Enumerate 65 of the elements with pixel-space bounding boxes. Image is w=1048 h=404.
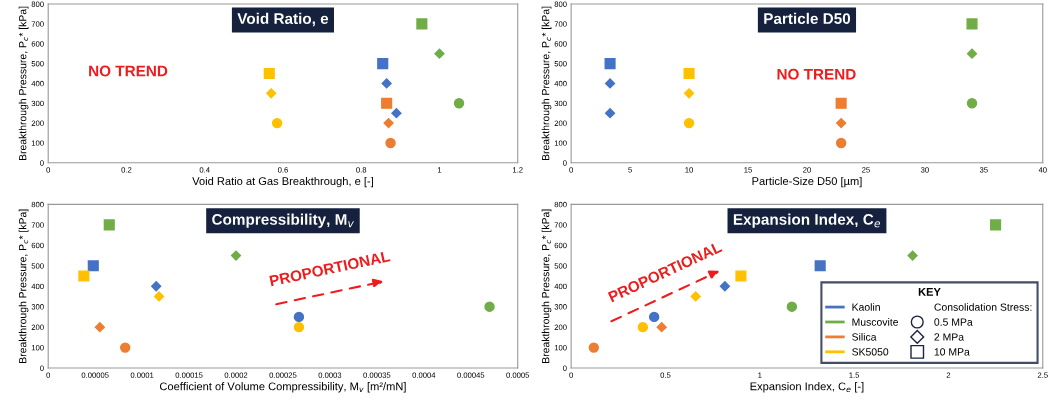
point: [271, 117, 283, 129]
point: [103, 219, 115, 231]
point: [835, 137, 847, 149]
y-axis-title: Breakthrough Pressure, P$_{c}$* [kPa]: [541, 6, 552, 161]
legend-label: Kaolin: [852, 303, 880, 311]
point: [786, 301, 798, 312]
text: Expansion Index, C$_{e}$: [733, 213, 881, 228]
point: [416, 18, 428, 30]
point: [907, 250, 918, 261]
text: Consolidation Stress:: [934, 303, 1032, 311]
point: [604, 78, 616, 89]
text: Compressibility, M$_{v}$: [212, 213, 354, 228]
point: [119, 342, 131, 353]
point: [381, 78, 392, 89]
point: [683, 88, 695, 99]
point: [383, 118, 394, 129]
point: [293, 311, 305, 323]
chart-title: Particle D50: [764, 12, 851, 25]
point: [683, 67, 695, 80]
y-axis-title: Breakthrough Pressure, P$_{c}$* [kPa]: [541, 209, 552, 363]
point: [836, 118, 847, 129]
point: [293, 321, 305, 333]
text: Void Ratio, e: [237, 12, 329, 27]
legend-label: 0.5 MPa: [934, 318, 973, 326]
legend-title: KEY: [918, 288, 941, 296]
point: [377, 58, 389, 70]
point: [648, 311, 660, 323]
point: [94, 322, 105, 333]
point: [484, 301, 495, 312]
point: [604, 108, 616, 119]
x-axis-title: Expansion Index, C$_{e}$ [-]: [750, 382, 864, 393]
annotation: NO TREND: [89, 65, 168, 77]
point: [656, 322, 667, 333]
point: [263, 67, 275, 80]
y-axis-title: Breakthrough Pressure, P$_{c}$* [kPa]: [18, 6, 29, 161]
point: [683, 117, 695, 129]
point: [966, 18, 978, 30]
x-axis-title: Coefficient of Volume Compressibility, M$_{v}$ [m²/mN]: [159, 382, 406, 393]
point: [87, 260, 99, 272]
point: [453, 98, 465, 109]
point: [434, 48, 445, 59]
point: [266, 88, 277, 99]
legend-label: Silica: [852, 333, 877, 341]
legend-label: 2 MPa: [934, 333, 965, 341]
annotation: NO TREND: [777, 68, 856, 80]
point: [990, 219, 1002, 231]
point: [966, 98, 978, 109]
x-axis-title: Particle-Size D50 [µm]: [752, 176, 862, 188]
point: [391, 108, 402, 119]
point: [835, 97, 847, 109]
legend-label: Muscovite: [852, 318, 899, 326]
point: [637, 321, 649, 333]
point: [151, 281, 162, 292]
legend-label: 10 MPa: [934, 348, 970, 356]
point: [385, 137, 396, 149]
y-axis-title: Breakthrough Pressure, P$_{c}$* [kPa]: [18, 209, 29, 363]
point: [588, 342, 600, 353]
point: [78, 270, 90, 282]
legend-label: SK5050: [852, 348, 889, 356]
point: [381, 97, 393, 109]
x-axis-title: Void Ratio at Gas Breakthrough, e [-]: [192, 176, 373, 188]
point: [735, 270, 747, 282]
point: [814, 260, 826, 272]
point: [604, 58, 616, 70]
point: [966, 48, 978, 59]
